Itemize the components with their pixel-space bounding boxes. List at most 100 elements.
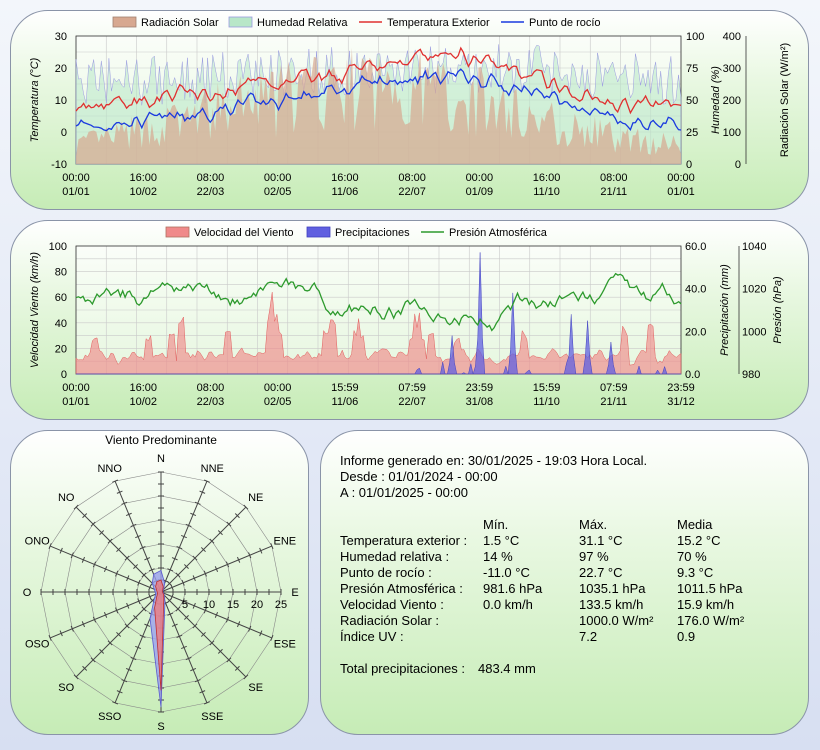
direction-label: E: [291, 587, 298, 599]
wind-rose-tick: [124, 623, 130, 629]
wind-rose-tick: [116, 690, 123, 694]
stat-min: -11.0 °C: [483, 565, 530, 580]
wind-rose-tick: [81, 621, 86, 628]
legend-label: Temperatura Exterior: [387, 17, 490, 29]
wind-rose-tick: [124, 555, 130, 561]
wind-rose-tick: [141, 606, 147, 612]
wind-rose-tick: [99, 648, 105, 654]
wind-speed-area: [75, 291, 682, 375]
direction-label: SO: [58, 682, 74, 694]
legend-label: Presión Atmosférica: [449, 227, 548, 239]
wind-rose-tick: [70, 625, 74, 632]
ring-label: 15: [227, 599, 239, 611]
wind-rose-tick: [192, 602, 196, 609]
wind-rose-tick: [236, 556, 241, 563]
report-generated: Informe generado en: 30/01/2025 - 19:03 …: [340, 453, 648, 468]
y-tick-label: -10: [51, 159, 67, 171]
wind-rose-tick: [135, 534, 142, 539]
wind-rose-tick: [270, 634, 274, 641]
wind-rose-tick: [171, 623, 178, 627]
y-axis-title: Temperatura (°C): [29, 57, 41, 142]
wind-rose-tick: [48, 634, 52, 641]
wind-rose-tick: [194, 679, 201, 683]
stat-min: 14 %: [483, 549, 513, 564]
y3-tick-label: 1000: [742, 326, 766, 338]
wind-rose-tick: [243, 504, 249, 510]
stat-min: 1.5 °C: [483, 533, 520, 548]
stat-label: Punto de rocío :: [340, 565, 432, 580]
weather-chart: 3020100-101007550250400300200100000:0001…: [29, 16, 791, 198]
wind-rose-tick: [176, 634, 183, 638]
wind-rose-tick: [234, 665, 240, 671]
wind-rose-tick: [144, 623, 151, 627]
y-tick-label: 80: [55, 267, 67, 279]
y2-tick-label: 100: [686, 31, 704, 43]
wind-rose-tick: [107, 538, 113, 544]
wind-rose-tick: [121, 679, 128, 683]
wind-rose-tick: [194, 501, 201, 505]
wind-rose-tick: [200, 631, 206, 637]
x-tick-time: 23:59: [466, 382, 494, 394]
x-tick-time: 16:00: [129, 382, 157, 394]
stat-max: 133.5 km/h: [579, 597, 644, 612]
x-tick-time: 15:59: [533, 382, 561, 394]
direction-label: O: [23, 587, 32, 599]
stat-avg: 70 %: [677, 549, 707, 564]
y2-tick-label: 25: [686, 127, 698, 139]
x-tick-time: 16:00: [129, 172, 157, 184]
stat-max: 1000.0 W/m²: [579, 613, 654, 628]
x-tick-date: 11/06: [332, 186, 359, 198]
wind-rose-tick: [226, 521, 232, 527]
wind-rose-tick: [167, 612, 174, 616]
wind-rose-tick: [70, 552, 74, 559]
ring-label: 25: [275, 599, 287, 611]
y2-tick-label: 75: [686, 63, 698, 75]
y2-tick-label: 60.0: [685, 241, 706, 253]
wind-rose-tick: [107, 640, 113, 646]
x-tick-date: 22/07: [398, 186, 426, 198]
wind-rose-tick: [137, 598, 141, 605]
legend-label: Humedad Relativa: [257, 17, 348, 29]
wind-rose-tick: [171, 557, 178, 561]
wind-rose-tick: [234, 513, 240, 519]
wind-rose-tick: [225, 616, 230, 623]
y-tick-label: 20: [55, 343, 67, 355]
wind-rose-tick: [200, 547, 206, 553]
stat-row-pressure: Presión Atmosférica : 981.6 hPa 1035.1 h…: [340, 581, 800, 597]
stat-max: 1035.1 hPa: [579, 581, 646, 596]
x-tick-date: 02/05: [264, 186, 292, 198]
x-tick-date: 01/01: [667, 186, 695, 198]
wind-rose-tick: [130, 523, 137, 528]
wind-rose-tick: [192, 555, 198, 561]
wind-rose-tick: [181, 598, 185, 605]
wind-rose-tick: [126, 575, 130, 582]
x-tick-time: 15:59: [331, 382, 359, 394]
direction-label: NE: [248, 492, 263, 504]
wind-rose-tick: [139, 546, 146, 550]
wind-rose-tick: [126, 602, 130, 609]
y-tick-label: 40: [55, 318, 67, 330]
total-rain-label: Total precipitaciones :: [340, 661, 466, 676]
stat-label: Humedad relativa :: [340, 549, 450, 564]
legend-label: Radiación Solar: [141, 17, 219, 29]
x-tick-time: 08:00: [600, 172, 628, 184]
y-axis-title: Velocidad Viento (km/h): [29, 252, 41, 369]
direction-label: SSO: [98, 711, 122, 723]
wind-rose-tick: [82, 513, 88, 519]
x-tick-date: 21/11: [600, 186, 627, 198]
stat-row-wind: Velocidad Viento : 0.0 km/h 133.5 km/h 1…: [340, 597, 800, 613]
wind-rose-tick: [112, 479, 119, 483]
x-tick-time: 00:00: [62, 382, 90, 394]
direction-label: SE: [248, 682, 263, 694]
x-tick-time: 00:00: [466, 172, 494, 184]
y-tick-label: 30: [55, 31, 67, 43]
stat-label: Presión Atmosférica :: [340, 581, 463, 596]
y2-axis-title: Precipitación (mm): [719, 264, 731, 356]
direction-label: NO: [58, 492, 75, 504]
wind-rose-tick: [103, 611, 108, 618]
wind-rose-tick: [139, 634, 146, 638]
wind-rose-tick: [175, 572, 181, 578]
wind-rose-tick: [82, 665, 88, 671]
wind-rose-tick: [141, 572, 147, 578]
y3-tick-label: 1040: [742, 241, 766, 253]
